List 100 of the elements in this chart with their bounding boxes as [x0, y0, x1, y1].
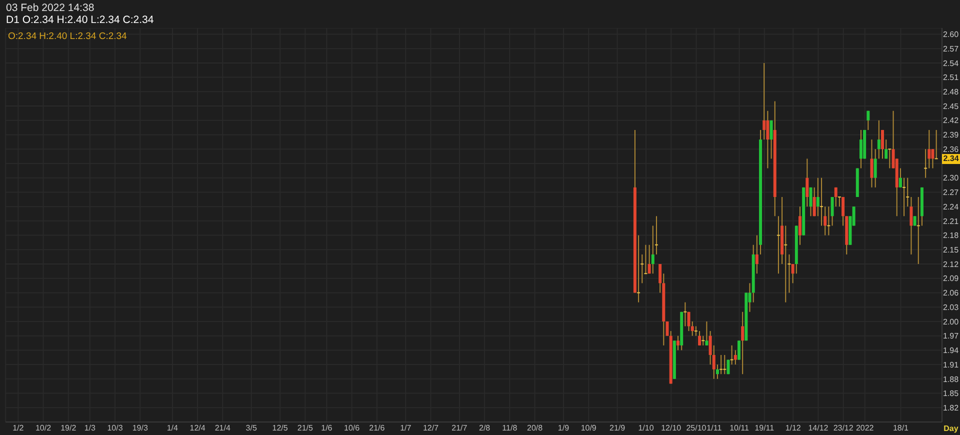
y-tick-label: 2.57 [943, 44, 960, 54]
x-tick-label: 1/9 [558, 424, 570, 433]
x-tick-label: 14/12 [808, 424, 829, 433]
candlestick [730, 344, 734, 366]
y-tick-label: 2.21 [943, 216, 960, 226]
y-tick-label: 2.45 [943, 102, 960, 111]
y-tick-label: 2.15 [943, 245, 960, 254]
y-tick-label: 2.54 [943, 58, 960, 68]
candlestick [784, 225, 788, 303]
candlestick [776, 216, 780, 274]
y-tick-label: 2.36 [943, 144, 960, 154]
x-tick-label: 19/2 [60, 424, 77, 433]
x-tick-label: 20/8 [527, 424, 544, 433]
candlestick [934, 129, 938, 160]
x-tick-label: 18/1 [892, 424, 910, 433]
candlestick [827, 206, 830, 236]
candlestick [676, 335, 680, 351]
x-tick-label: 1/11 [706, 424, 722, 433]
x-tick-label: 3/5 [246, 424, 258, 433]
x-tick-label: 12/5 [272, 424, 288, 433]
y-tick-label: 1.91 [943, 360, 960, 370]
x-tick-label: 10/11 [730, 424, 750, 433]
chart-title: 03 Feb 2022 14:38 [6, 2, 94, 14]
candlestick [874, 148, 877, 188]
candlestick [694, 326, 698, 336]
candlestick [651, 225, 654, 274]
candlestick [902, 177, 906, 217]
x-tick-label: 10/2 [35, 424, 52, 433]
y-tick-label: 2.30 [943, 174, 960, 183]
x-tick-label: 19/11 [754, 424, 775, 433]
x-tick-label: 10/9 [580, 424, 597, 433]
x-tick-label: 11/8 [502, 424, 518, 433]
candlestick [637, 234, 640, 303]
y-tick-label: 2.27 [943, 188, 960, 198]
candlestick [723, 354, 726, 375]
x-tick-label: 21/9 [610, 424, 626, 433]
y-tick-label: 2.09 [943, 274, 960, 284]
x-tick-label: 10/6 [344, 424, 360, 433]
x-tick-label: 1/2 [12, 424, 24, 433]
x-tick-label: 21/5 [297, 424, 314, 433]
x-tick-label: 12/4 [190, 424, 206, 433]
candlestick [838, 196, 841, 208]
candlestick [809, 186, 812, 217]
y-tick-label: 2.48 [943, 88, 960, 97]
y-tick-label: 2.03 [943, 302, 960, 312]
candlestick [687, 311, 690, 332]
y-tick-label: 1.88 [943, 374, 960, 384]
x-tick-label: 10/3 [107, 424, 124, 433]
x-tick-label: 19/3 [132, 424, 148, 433]
candlestick [798, 206, 802, 246]
candlestick [830, 196, 834, 226]
y-tick-label: 2.39 [943, 130, 960, 140]
y-tick-label: 1.85 [943, 389, 960, 398]
candlestick [806, 158, 809, 208]
annotation: O:2.34 H:2.40 L:2.34 C:2.34 [8, 31, 127, 42]
candlestick [734, 350, 737, 366]
y-tick-label: 2.24 [943, 202, 960, 212]
y-tick-label: 2.06 [943, 288, 960, 298]
x-tick-label: 1/7 [400, 424, 412, 433]
x-tick-label: 2022 [856, 424, 874, 433]
candlestick [791, 264, 794, 284]
y-tick-label: 2.18 [943, 231, 960, 240]
candlestick [755, 234, 758, 274]
candlestick [910, 196, 913, 255]
candlestick [741, 311, 744, 375]
x-tick-label: 1/12 [785, 424, 802, 433]
x-tick-label: 23/12 [833, 424, 854, 433]
candlestick [866, 110, 870, 130]
candlestick [870, 139, 874, 188]
candlestick [916, 196, 920, 265]
candlestick [684, 302, 687, 327]
candlestick [705, 320, 708, 346]
y-tick-label: 1.94 [943, 346, 960, 356]
y-tick-label: 1.97 [943, 332, 960, 341]
x-tick-label: 21/7 [452, 424, 468, 433]
y-tick-label: 2.12 [943, 260, 960, 269]
candlestick [859, 129, 862, 169]
candlestick [931, 148, 934, 169]
x-tick-label: 1/6 [321, 424, 333, 433]
candlestick [762, 62, 766, 140]
x-tick-label: 25/10 [686, 424, 707, 433]
x-tick-label: 1/4 [166, 424, 179, 433]
x-tick-label: 12/7 [422, 424, 440, 433]
x-tick-label: 21/6 [369, 424, 386, 433]
x-tick-label: 21/4 [214, 424, 231, 433]
annotation: 2.34 [942, 154, 960, 164]
x-tick-label: 12/10 [661, 424, 682, 433]
candlestick [720, 354, 723, 375]
x-tick-label: 1/10 [638, 424, 654, 433]
x-tick-label: 2/8 [479, 424, 491, 433]
y-tick-label: 2.60 [943, 30, 960, 40]
y-tick-label: 2.00 [943, 317, 960, 326]
candlestick [834, 186, 838, 208]
y-tick-label: 1.82 [943, 403, 960, 412]
candlestick [877, 120, 880, 160]
chart-subtitle: D1 O:2.34 H:2.40 L:2.34 C:2.34 [6, 14, 154, 26]
candlestick [698, 330, 702, 346]
y-tick-label: 2.42 [943, 116, 960, 126]
x-tick-label: 1/3 [84, 424, 96, 433]
x-axis-title: Day [942, 424, 960, 434]
